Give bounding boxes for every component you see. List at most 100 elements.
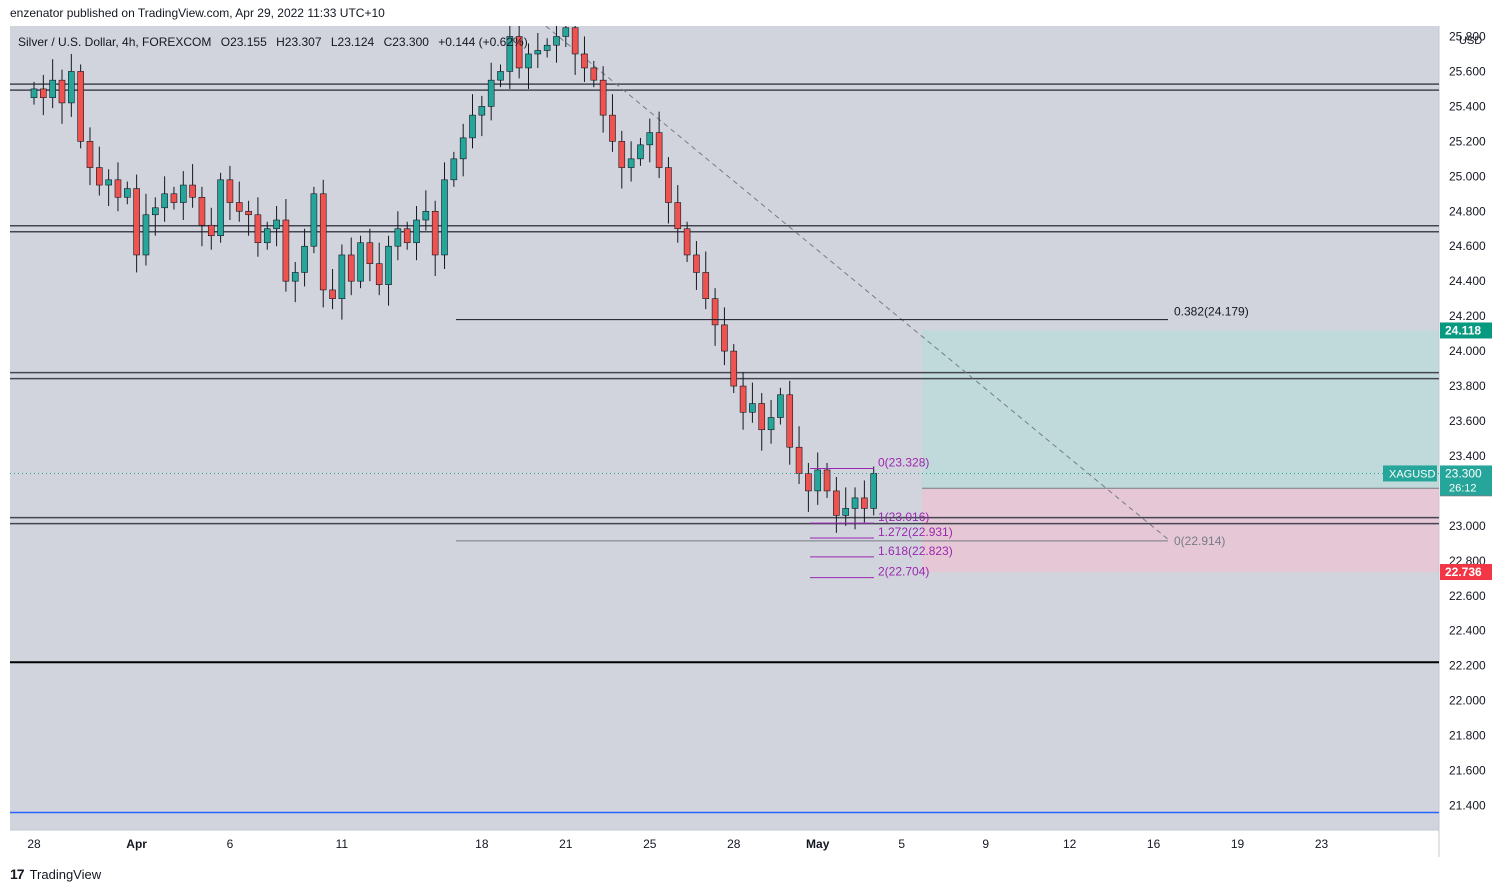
candle-up bbox=[310, 193, 318, 247]
fib-ext-label: 1.618(22.823) bbox=[878, 544, 953, 558]
candle-up bbox=[142, 214, 150, 256]
candle-up bbox=[459, 137, 467, 160]
legend-change: +0.144 (+0.62%) bbox=[438, 35, 528, 49]
candle-up bbox=[749, 403, 756, 413]
candle-down bbox=[702, 272, 710, 299]
time-tick-label: 9 bbox=[982, 837, 989, 851]
candle-up bbox=[777, 394, 784, 418]
candle-down bbox=[590, 67, 598, 81]
fib-0-label: 0(22.914) bbox=[1174, 534, 1225, 548]
candle-up bbox=[273, 219, 280, 230]
candle-up bbox=[124, 188, 131, 198]
footer: 17 TradingView bbox=[10, 866, 101, 882]
candle-down bbox=[609, 114, 616, 142]
candle-down bbox=[235, 202, 243, 212]
candle-up bbox=[357, 242, 364, 282]
time-tick-label: 19 bbox=[1231, 837, 1245, 851]
candle-down bbox=[674, 202, 682, 230]
candle-down bbox=[581, 53, 588, 69]
current-price-tag: 23.300 bbox=[1445, 466, 1482, 480]
footer-brand[interactable]: TradingView bbox=[29, 866, 102, 882]
candle-down bbox=[833, 490, 840, 516]
candle-up bbox=[151, 207, 159, 216]
candle-down bbox=[133, 188, 140, 256]
candle-up bbox=[49, 79, 56, 98]
fib-ext-label: 2(22.704) bbox=[878, 565, 929, 579]
candle-down bbox=[721, 324, 728, 352]
candle-down bbox=[77, 71, 84, 142]
target-zone bbox=[922, 330, 1439, 489]
candle-up bbox=[543, 44, 551, 51]
candle-down bbox=[861, 497, 868, 509]
time-tick-label: May bbox=[806, 837, 830, 851]
candle-down bbox=[823, 469, 831, 492]
candle-down bbox=[207, 224, 215, 237]
legend-high: H23.307 bbox=[276, 35, 322, 49]
candle-down bbox=[245, 210, 252, 216]
time-tick-label: 16 bbox=[1147, 837, 1161, 851]
price-tick-label: 23.000 bbox=[1449, 519, 1486, 533]
candle-up bbox=[301, 245, 308, 273]
fib-ext-label: 0(23.328) bbox=[878, 456, 929, 470]
price-tick-label: 21.800 bbox=[1449, 729, 1486, 743]
time-axis-panel bbox=[10, 830, 1439, 857]
price-tick-label: 25.600 bbox=[1449, 64, 1486, 78]
price-tick-label: 25.400 bbox=[1449, 99, 1486, 113]
time-tick-label: Apr bbox=[126, 837, 147, 851]
symbol-tag: XAGUSD bbox=[1389, 468, 1436, 480]
candle-up bbox=[525, 53, 532, 69]
candle-up bbox=[851, 497, 859, 509]
candle-down bbox=[599, 79, 607, 116]
candle-up bbox=[497, 71, 504, 81]
candle-down bbox=[515, 36, 523, 69]
candle-down bbox=[114, 179, 122, 198]
candle-up bbox=[217, 179, 224, 237]
candle-down bbox=[170, 193, 178, 203]
candle-down bbox=[758, 403, 766, 431]
candle-up bbox=[385, 245, 392, 285]
time-tick-label: 5 bbox=[898, 837, 905, 851]
target-price-tag: 24.118 bbox=[1445, 323, 1481, 337]
candle-up bbox=[179, 184, 187, 203]
chart[interactable]: 0.382(24.179) 0(22.914) 0(23.328) 1(23.016)… bbox=[10, 26, 1494, 857]
candle-up bbox=[487, 79, 495, 107]
price-tick-label: 25.000 bbox=[1449, 169, 1486, 183]
candle-up bbox=[394, 228, 402, 247]
candle-down bbox=[282, 219, 290, 282]
candle-down bbox=[730, 350, 738, 387]
price-tick-label: 24.400 bbox=[1449, 274, 1486, 288]
candle-up bbox=[562, 27, 570, 37]
currency-label: USD bbox=[1459, 35, 1482, 47]
time-tick-label: 25 bbox=[643, 837, 657, 851]
time-tick-label: 28 bbox=[727, 837, 741, 851]
candle-up bbox=[534, 50, 542, 55]
candle-down bbox=[319, 193, 327, 291]
tradingview-logo-icon: 17 bbox=[10, 866, 25, 882]
price-tick-label: 24.800 bbox=[1449, 204, 1486, 218]
candle-up bbox=[637, 144, 644, 160]
candle-up bbox=[627, 158, 635, 168]
price-tick-label: 22.200 bbox=[1449, 659, 1486, 673]
legend-open: O23.155 bbox=[220, 35, 267, 49]
price-tick-label: 22.000 bbox=[1449, 694, 1486, 708]
candle-up bbox=[646, 132, 654, 146]
legend-close: C23.300 bbox=[383, 35, 429, 49]
stop-zone bbox=[922, 488, 1439, 573]
countdown-label: 26:12 bbox=[1449, 482, 1477, 494]
stop-price-tag: 22.736 bbox=[1445, 565, 1482, 579]
candle-down bbox=[58, 79, 66, 104]
candle-up bbox=[441, 179, 448, 256]
candle-up bbox=[105, 179, 112, 186]
price-axis-panel bbox=[1439, 26, 1494, 857]
price-tick-label: 24.200 bbox=[1449, 309, 1486, 323]
candle-down bbox=[683, 228, 691, 256]
candle-up bbox=[767, 417, 775, 431]
time-tick-label: 6 bbox=[227, 837, 234, 851]
price-tick-label: 23.400 bbox=[1449, 449, 1486, 463]
price-tick-label: 23.800 bbox=[1449, 379, 1486, 393]
candle-down bbox=[693, 254, 700, 273]
candle-up bbox=[478, 106, 486, 116]
candle-up bbox=[30, 88, 38, 98]
candle-down bbox=[403, 228, 411, 244]
time-tick-label: 23 bbox=[1315, 837, 1329, 851]
